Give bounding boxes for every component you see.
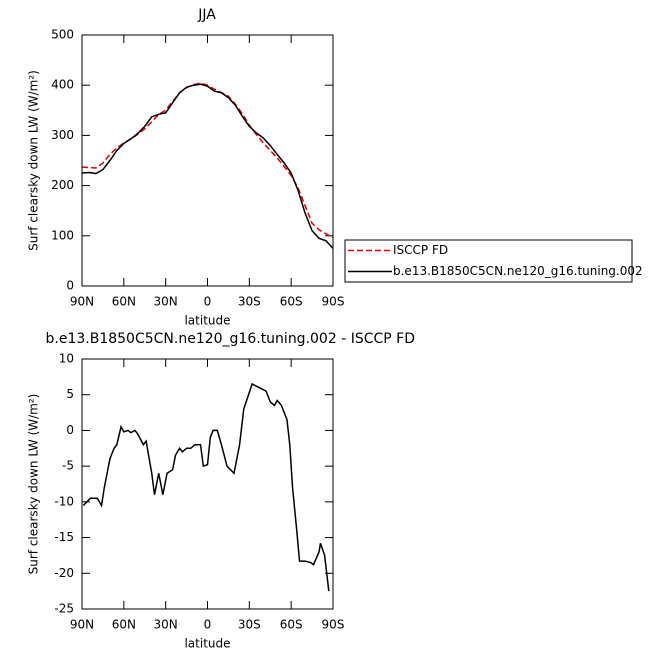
x-tick-label: 90S bbox=[322, 295, 345, 309]
y-tick-label: 300 bbox=[51, 128, 74, 142]
x-tick-label: 30N bbox=[154, 295, 178, 309]
x-tick-label: 60S bbox=[280, 618, 303, 632]
y-tick-label: 0 bbox=[66, 279, 74, 293]
legend-label: ISCCP FD bbox=[393, 243, 448, 257]
y-tick-label: 0 bbox=[66, 423, 74, 437]
x-axis-label: latitude bbox=[184, 637, 230, 651]
x-tick-label: 30N bbox=[154, 618, 178, 632]
y-tick-label: 5 bbox=[66, 387, 74, 401]
series-line bbox=[82, 382, 330, 592]
legend-box bbox=[344, 239, 633, 283]
chart-title: JJA bbox=[197, 7, 216, 23]
y-tick-label: 400 bbox=[51, 78, 74, 92]
legend-label: b.e13.B1850C5CN.ne120_g16.tuning.002 bbox=[393, 264, 643, 278]
x-tick-label: 60N bbox=[112, 618, 136, 632]
y-tick-label: -20 bbox=[54, 566, 74, 580]
y-tick-label: 100 bbox=[51, 228, 74, 242]
x-tick-label: 90S bbox=[322, 618, 345, 632]
chart-title: b.e13.B1850C5CN.ne120_g16.tuning.002 - I… bbox=[46, 331, 416, 347]
x-tick-label: 60S bbox=[280, 295, 303, 309]
y-tick-label: -25 bbox=[54, 602, 74, 616]
x-tick-label: 90N bbox=[70, 618, 94, 632]
y-axis-label: Surf clearsky down LW (W/m²) bbox=[27, 70, 41, 251]
x-tick-label: 30S bbox=[238, 618, 261, 632]
y-axis-label: Surf clearsky down LW (W/m²) bbox=[27, 394, 41, 575]
y-tick-label: -15 bbox=[54, 530, 74, 544]
x-tick-label: 90N bbox=[70, 295, 94, 309]
y-tick-label: -10 bbox=[54, 494, 74, 508]
y-tick-label: 200 bbox=[51, 178, 74, 192]
x-tick-label: 60N bbox=[112, 295, 136, 309]
x-axis-label: latitude bbox=[184, 314, 230, 328]
y-tick-label: -5 bbox=[62, 459, 74, 473]
series-line bbox=[81, 83, 334, 249]
plot-frame bbox=[81, 34, 334, 287]
x-tick-label: 0 bbox=[204, 295, 212, 309]
series-line bbox=[81, 82, 334, 239]
y-tick-label: 10 bbox=[59, 352, 74, 366]
x-tick-label: 30S bbox=[238, 295, 261, 309]
x-tick-label: 0 bbox=[204, 618, 212, 632]
y-tick-label: 500 bbox=[51, 28, 74, 42]
plot-frame bbox=[81, 358, 334, 610]
